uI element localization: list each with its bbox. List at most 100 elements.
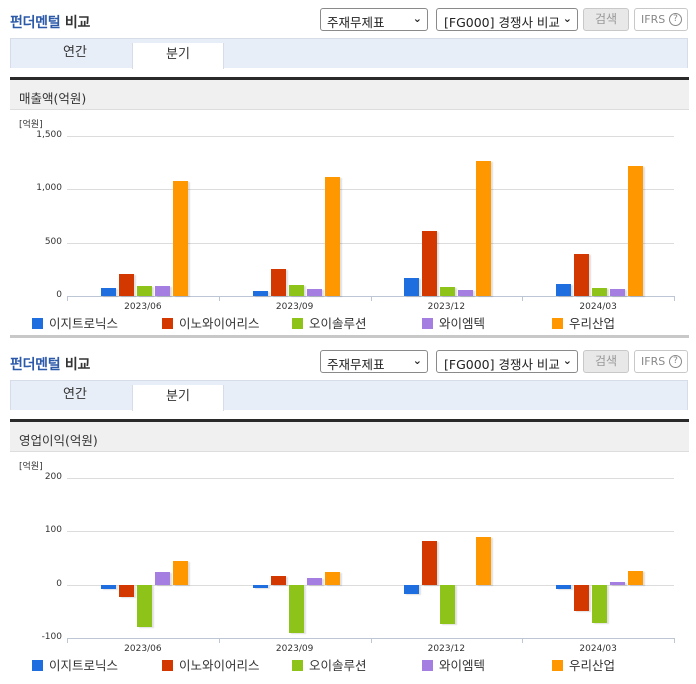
divider: [10, 77, 689, 80]
legend-label: 오이솔루션: [309, 658, 367, 673]
y-tick-label: 500: [44, 236, 62, 247]
statement-select-value: 주재무제표: [327, 357, 385, 372]
x-tick-label: 2024/03: [579, 302, 617, 312]
fundamental-compare-section-revenue: 펀더멘털 비교 주재무제표 ⌄ [FG000] 경쟁사 비교 ⌄ 검색 IFRS…: [0, 0, 696, 338]
group-select[interactable]: [FG000] 경쟁사 비교 ⌄: [436, 8, 578, 31]
section-header: 펀더멘털 비교 주재무제표 ⌄ [FG000] 경쟁사 비교 ⌄ 검색 IFRS…: [0, 0, 696, 38]
gridline: [67, 242, 674, 244]
plot-area: 200 100 0 -100 2023/06 2023/09 2023/12 2024/03: [10, 422, 689, 678]
legend-item[interactable]: 우리산업: [552, 655, 615, 674]
ifrs-button[interactable]: IFRS ?: [634, 350, 688, 373]
legend-label: 와이엠텍: [439, 658, 486, 673]
bar: [440, 584, 456, 625]
bar: [592, 584, 608, 624]
legend-swatch-icon: [422, 660, 433, 671]
ifrs-label: IFRS: [641, 13, 666, 26]
bar: [574, 584, 590, 611]
bar: [324, 177, 340, 296]
statement-select[interactable]: 주재무제표 ⌄: [320, 8, 428, 31]
bar: [136, 285, 152, 296]
bar: [422, 231, 438, 296]
legend-label: 우리산업: [569, 658, 616, 673]
bar: [288, 284, 304, 296]
legend-item[interactable]: 이지트로닉스: [32, 313, 118, 332]
bar: [324, 572, 340, 585]
legend-swatch-icon: [32, 318, 43, 329]
legend-item[interactable]: 이노와이어리스: [162, 313, 260, 332]
legend-item[interactable]: 오이솔루션: [292, 655, 367, 674]
help-icon[interactable]: ?: [669, 13, 682, 26]
x-tick-label: 2023/12: [427, 302, 466, 312]
tab-quarter[interactable]: 분기: [132, 43, 224, 69]
y-axis-unit: [억원]: [19, 462, 43, 472]
legend-label: 와이엠텍: [439, 316, 486, 331]
tab-quarter[interactable]: 분기: [132, 385, 224, 411]
tab-annual[interactable]: 연간: [63, 45, 87, 60]
chevron-down-icon: ⌄: [562, 12, 572, 25]
chart-title-bar: 매출액(억원): [10, 80, 689, 110]
legend-swatch-icon: [162, 318, 173, 329]
legend-item[interactable]: 우리산업: [552, 313, 615, 332]
bar: [288, 584, 304, 633]
chevron-down-icon: ⌄: [412, 354, 422, 367]
legend-swatch-icon: [162, 660, 173, 671]
y-tick-label: 0: [56, 290, 62, 300]
gridline: [67, 478, 674, 479]
legend-swatch-icon: [32, 660, 43, 671]
chart-legend: 이지트로닉스 이노와이어리스 오이솔루션 와이엠텍 우리산업: [10, 313, 689, 331]
legend-item[interactable]: 와이엠텍: [422, 313, 485, 332]
group-select[interactable]: [FG000] 경쟁사 비교 ⌄: [436, 350, 578, 373]
search-button[interactable]: 검색: [583, 350, 629, 373]
x-tick-mark: [67, 296, 68, 301]
chevron-down-icon: ⌄: [412, 12, 422, 25]
title-part2: 비교: [64, 357, 91, 373]
legend-label: 이노와이어리스: [179, 316, 260, 331]
bar: [404, 584, 420, 595]
bar: [458, 289, 474, 296]
x-tick-label: 2023/12: [427, 644, 466, 654]
legend-swatch-icon: [292, 660, 303, 671]
x-tick-mark: [218, 296, 220, 301]
y-tick-label: -100: [41, 632, 62, 642]
gridline: [67, 189, 674, 191]
title-part1: 펀더멘털: [10, 357, 61, 373]
search-button[interactable]: 검색: [583, 8, 629, 31]
chart-title: 매출액(억원): [19, 91, 87, 106]
divider: [10, 419, 689, 422]
bar: [154, 572, 170, 585]
bar: [422, 541, 438, 585]
chevron-down-icon: ⌄: [562, 354, 572, 367]
statement-select[interactable]: 주재무제표 ⌄: [320, 350, 428, 373]
period-tabs: 연간 분기: [10, 380, 688, 411]
bar: [252, 584, 268, 589]
statement-select-value: 주재무제표: [327, 15, 385, 30]
y-tick-label: 200: [44, 472, 62, 482]
bar: [118, 274, 134, 296]
x-tick-label: 2023/09: [275, 644, 314, 654]
legend-item[interactable]: 오이솔루션: [292, 313, 367, 332]
section-header: 펀더멘털 비교 주재무제표 ⌄ [FG000] 경쟁사 비교 ⌄ 검색 IFRS…: [0, 342, 696, 380]
bar: [100, 584, 116, 590]
gridline: [67, 531, 674, 533]
bar: [252, 290, 268, 296]
legend-label: 오이솔루션: [309, 316, 367, 331]
legend-item[interactable]: 이지트로닉스: [32, 655, 118, 674]
period-tabs: 연간 분기: [10, 38, 688, 69]
x-tick-label: 2023/06: [124, 302, 162, 312]
bar: [610, 288, 626, 296]
group-select-value: [FG000] 경쟁사 비교: [444, 15, 560, 30]
title-part2: 비교: [64, 15, 91, 31]
x-tick-label: 2024/03: [579, 644, 617, 654]
legend-item[interactable]: 와이엠텍: [422, 655, 485, 674]
bar: [556, 584, 572, 590]
x-tick-label: 2023/06: [124, 644, 162, 654]
bar: [556, 284, 572, 296]
bar: [172, 181, 188, 296]
x-tick-mark: [522, 296, 524, 301]
legend-item[interactable]: 이노와이어리스: [162, 655, 260, 674]
help-icon[interactable]: ?: [669, 355, 682, 368]
x-tick-label: 2023/09: [275, 302, 314, 312]
gridline: [67, 136, 674, 137]
tab-annual[interactable]: 연간: [63, 387, 87, 402]
ifrs-button[interactable]: IFRS ?: [634, 8, 688, 31]
